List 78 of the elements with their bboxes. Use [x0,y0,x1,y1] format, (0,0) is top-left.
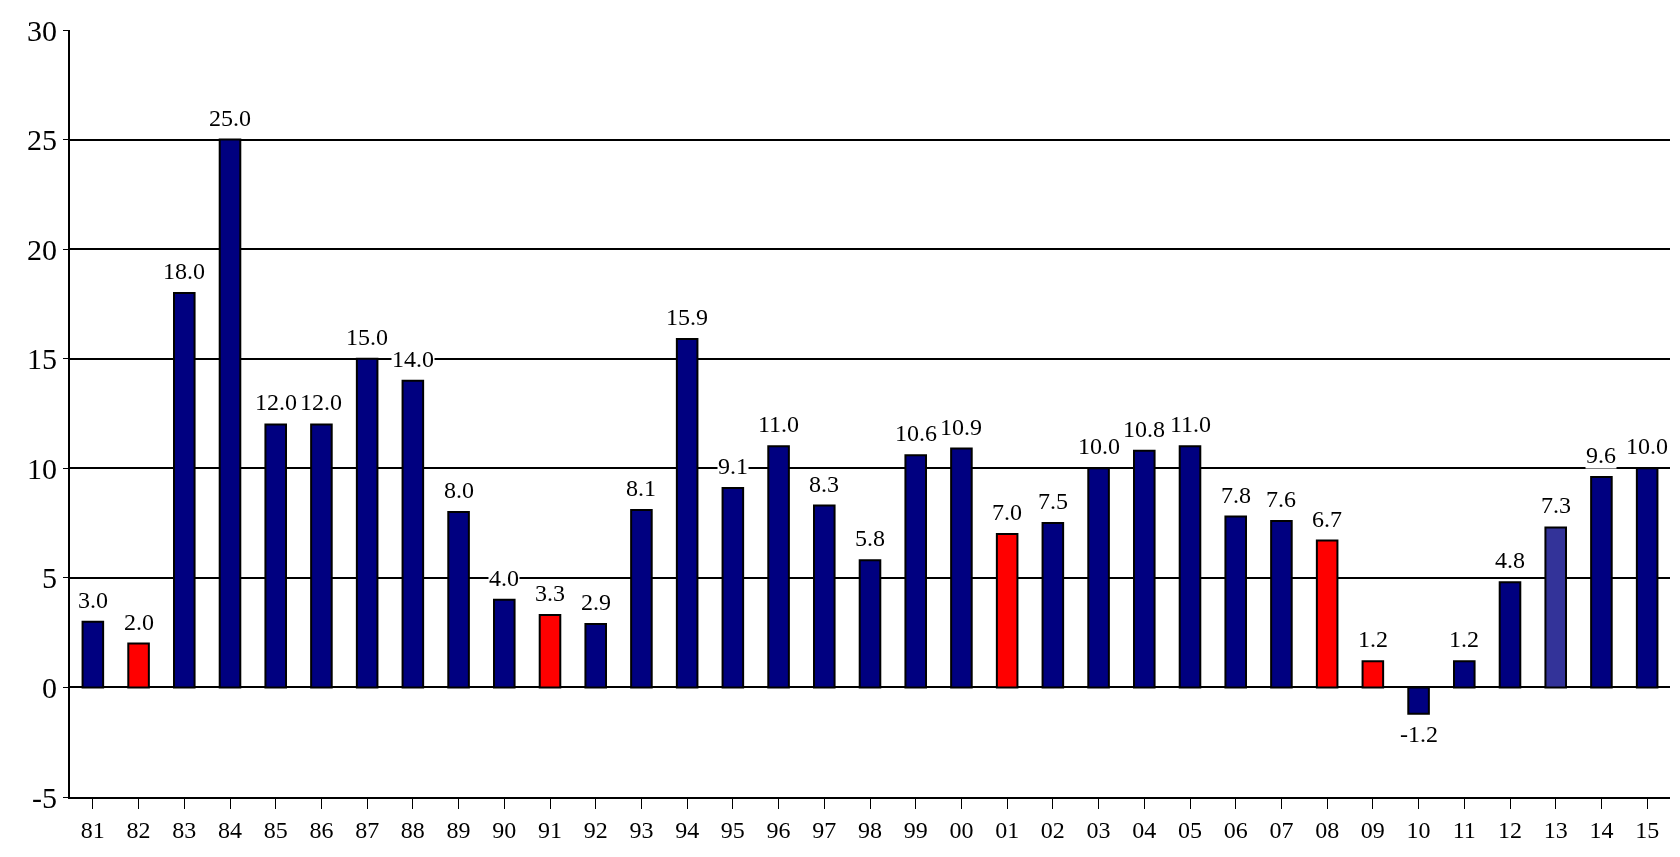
data-label: 7.8 [1221,482,1251,508]
y-tick-label: 15 [27,342,57,376]
x-tick-label: 94 [675,816,700,843]
data-label: 4.0 [489,565,519,591]
data-label: 2.0 [124,609,154,635]
x-tick-label: 87 [355,816,380,843]
data-label: 9.6 [1586,442,1616,468]
data-label: 12.0 [300,389,342,415]
data-label: 7.6 [1266,486,1296,512]
x-tick-label: 09 [1360,816,1385,843]
data-label: 5.8 [855,525,885,551]
data-label: 25.0 [209,105,251,131]
y-tick-label: -5 [32,780,57,814]
x-tick-label: 83 [172,816,197,843]
data-label: 15.0 [346,324,388,350]
x-tick-label: 97 [812,816,837,843]
x-tick-label: 10 [1406,816,1431,843]
x-tick-label: 84 [218,816,242,843]
data-label: 1.2 [1449,626,1479,652]
data-label: 8.1 [626,475,656,501]
x-tick-label: 96 [766,816,791,843]
data-label: 10.8 [1123,416,1165,442]
x-tick-label: 88 [400,816,425,843]
x-tick-label: 82 [126,816,151,843]
data-label: 10.6 [895,420,937,446]
data-label: 8.3 [809,471,839,497]
y-tick-label: 0 [42,670,57,704]
y-tick-label: 30 [27,13,57,47]
data-label: 11.0 [758,411,800,437]
x-tick-label: 00 [949,816,974,843]
data-label: 1.2 [1358,626,1388,652]
y-tick-label: 10 [27,451,57,485]
data-label: 7.0 [992,499,1022,525]
x-tick-label: 12 [1498,816,1522,843]
data-label: 12.0 [255,389,297,415]
data-label: 9.1 [718,453,748,479]
x-tick-label: 93 [629,816,654,843]
x-tick-label: 95 [720,816,745,843]
x-tick-label: 15 [1635,816,1660,843]
x-tick-label: 08 [1315,816,1340,843]
x-tick-label: 02 [1040,816,1065,843]
data-label: 4.8 [1495,547,1525,573]
x-tick-label: 81 [80,816,105,843]
x-tick-label: 03 [1086,816,1111,843]
y-tick-label: 20 [27,232,57,266]
data-label: 7.5 [1038,488,1068,514]
data-label: 10.0 [1626,433,1668,459]
x-tick-label: 91 [538,816,562,843]
x-tick-label: 90 [492,816,517,843]
x-tick-label: 85 [263,816,288,843]
data-label: 11.0 [1170,411,1212,437]
data-label: 14.0 [392,346,434,372]
data-label: 15.9 [666,304,708,330]
x-tick-label: 92 [583,816,608,843]
x-tick-label: 07 [1269,816,1294,843]
x-tick-label: 11 [1452,816,1476,843]
data-label: 3.3 [535,580,565,606]
x-tick-label: 86 [309,816,334,843]
data-label: 2.9 [581,589,611,615]
x-tick-label: 04 [1132,816,1157,843]
data-label: 10.9 [940,414,982,440]
x-tick-label: 13 [1543,816,1568,843]
data-label: 6.7 [1312,506,1342,532]
x-tick-label: 89 [446,816,471,843]
data-label: -1.2 [1400,721,1438,747]
data-label: 10.0 [1078,433,1120,459]
data-label: 3.0 [78,587,108,613]
x-tick-label: 14 [1589,816,1614,843]
data-label: 18.0 [163,258,205,284]
y-tick-label: 25 [27,123,57,157]
x-tick-label: 98 [858,816,882,843]
x-tick-label: 05 [1178,816,1202,843]
data-label: 7.3 [1541,492,1571,518]
x-tick-label: 99 [903,816,928,843]
x-tick-label: 06 [1223,816,1248,843]
y-tick-label: 5 [42,561,57,595]
x-tick-label: 01 [995,816,1020,843]
data-label: 8.0 [444,477,474,503]
